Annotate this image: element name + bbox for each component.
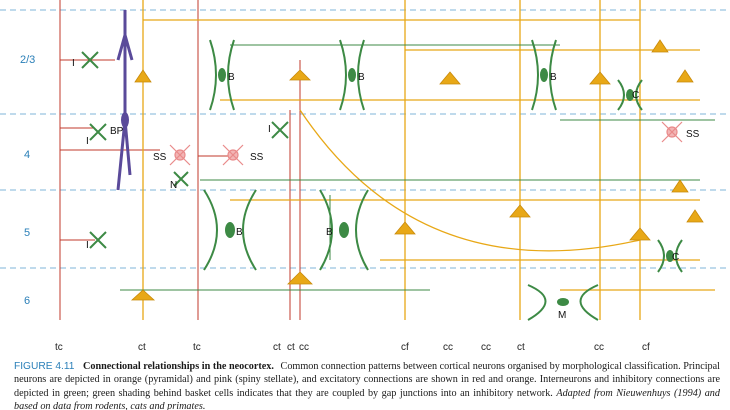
pyramidal-cell-10 <box>651 39 669 53</box>
projection-labels: tc ct tc ct ct cc cf cc cc ct cc cf <box>55 342 650 353</box>
pyramidal-cell-3 <box>289 69 311 81</box>
basket-soma-2 <box>348 68 356 82</box>
cell-label-2: B <box>228 72 235 83</box>
basket-cell-3 <box>531 39 557 111</box>
cell-label-16: C <box>672 252 679 263</box>
chandelier-cell-1 <box>617 79 643 111</box>
cell-label-3: B <box>358 72 365 83</box>
bottom-label-9: cc <box>481 342 491 353</box>
caption-italic-tail: Adapted from Nieuwenhuys (1994) and base… <box>14 387 720 410</box>
bottom-label-4: ct <box>273 342 281 353</box>
pyramidal-cell-11 <box>676 69 694 83</box>
layer-label-2-3: 2/3 <box>20 54 35 66</box>
cell-label-14: SS <box>686 129 700 140</box>
interneuron-cross-4 <box>271 121 289 139</box>
cortical-connectivity-diagram: 2/3 4 5 6 <box>0 0 730 353</box>
cell-label-17: M <box>558 310 566 321</box>
figure-number: FIGURE 4.11 <box>14 361 75 372</box>
figure-title: Connectional relationships in the neocor… <box>83 361 274 372</box>
basket-soma-3 <box>540 68 548 82</box>
bipolar-cell <box>116 10 134 191</box>
bottom-label-10: ct <box>517 342 525 353</box>
layer-dividers <box>0 9 730 269</box>
basket-cell-5 <box>319 189 369 271</box>
spiny-stellate-neurons <box>169 121 683 166</box>
layer-label-4: 4 <box>24 149 30 161</box>
pyramidal-cell-8 <box>589 71 611 85</box>
layer-label-5: 5 <box>24 227 30 239</box>
caption-body: Common connection patterns between corti… <box>14 361 720 399</box>
pyramidal-cell-13 <box>686 209 704 223</box>
bottom-label-6: cc <box>299 342 309 353</box>
cell-labels: I B B B BP I SS SS N I B B C SS I C M <box>72 58 700 321</box>
figure-caption: FIGURE 4.11 Connectional relationships i… <box>14 360 720 410</box>
cell-label-11: B <box>236 227 243 238</box>
pyramidal-cell-4 <box>287 271 313 285</box>
cell-label-5: BP <box>110 126 124 137</box>
cell-label-6: I <box>86 136 89 147</box>
cell-label-13: C <box>632 90 639 101</box>
bottom-label-12: cf <box>642 342 650 353</box>
bottom-label-8: cc <box>443 342 453 353</box>
chandelier-cell-2 <box>657 239 683 273</box>
martinotti-soma <box>557 298 569 306</box>
basket-cell-2 <box>339 39 365 111</box>
bottom-label-7: cf <box>401 342 409 353</box>
bottom-label-3: tc <box>193 342 201 353</box>
cell-label-15: I <box>86 240 89 251</box>
pyramidal-cell-6 <box>394 221 416 235</box>
bottom-label-11: cc <box>594 342 604 353</box>
cell-label-1: I <box>72 58 75 69</box>
cell-label-7: SS <box>153 152 167 163</box>
pyramidal-cell-7 <box>509 204 531 218</box>
cell-label-8: SS <box>250 152 264 163</box>
interneuron-somata <box>218 68 674 306</box>
pyramidal-cell-5 <box>439 71 461 85</box>
cell-label-4: B <box>550 72 557 83</box>
bipolar-soma <box>121 112 129 128</box>
neurogliaform-cross <box>173 171 189 187</box>
orange-connections <box>142 0 715 320</box>
basket-soma-4 <box>225 222 235 238</box>
pyramidal-cell-1 <box>130 289 156 301</box>
basket-cell-4 <box>203 189 257 271</box>
bottom-label-2: ct <box>138 342 146 353</box>
pyramidal-cell-12 <box>671 179 689 193</box>
inhibitory-connections <box>120 44 715 291</box>
chandelier-soma-2 <box>666 250 674 262</box>
bottom-label-1: tc <box>55 342 63 353</box>
chandelier-soma-1 <box>626 89 634 101</box>
cell-label-9: N <box>170 180 177 191</box>
interneuron-cross-3 <box>89 231 107 249</box>
pyramidal-cell-2 <box>134 69 152 83</box>
pyramidal-neurons <box>130 39 704 301</box>
basket-cell-1 <box>209 39 235 111</box>
bottom-label-5: ct <box>287 342 295 353</box>
interneuron-cross-2 <box>89 123 107 141</box>
basket-soma-5 <box>339 222 349 238</box>
pyramidal-cell-9 <box>629 227 651 241</box>
martinotti-cell <box>527 284 599 321</box>
basket-soma-1 <box>218 68 226 82</box>
cell-label-12: B <box>326 227 333 238</box>
cell-label-10: I <box>268 124 271 135</box>
interneuron-cross-1 <box>81 51 99 69</box>
layer-label-6: 6 <box>24 295 30 307</box>
interneurons <box>81 39 683 321</box>
